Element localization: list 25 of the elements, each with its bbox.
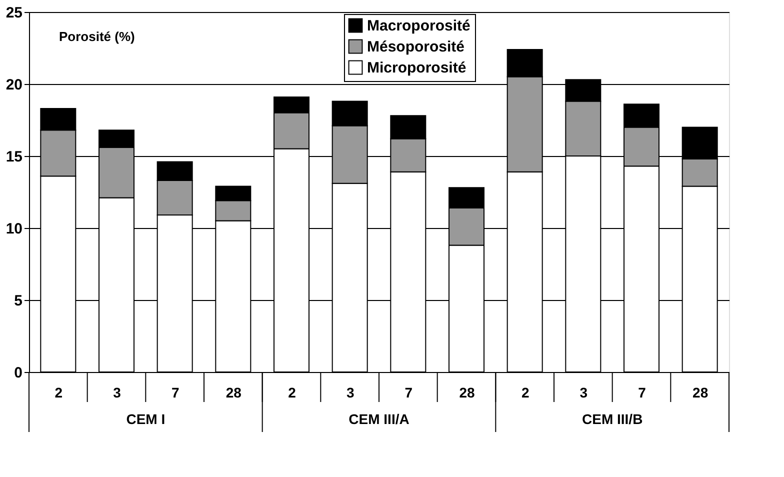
- x-tick-label: 7: [638, 384, 646, 400]
- legend-label: Macroporosité: [367, 18, 470, 34]
- legend-label: Microporosité: [367, 60, 466, 76]
- y-tick-label: 0: [14, 364, 22, 382]
- x-tick-label: 3: [580, 384, 588, 400]
- x-tick-label: 28: [459, 384, 475, 400]
- y-tick-label: 25: [6, 4, 22, 22]
- x-tick-label: 2: [288, 384, 296, 400]
- text: CEM I: [126, 411, 166, 427]
- y-tick-label: 15: [6, 148, 22, 166]
- x-tick-label: 28: [692, 384, 708, 400]
- text: CEM III/A: [348, 411, 410, 427]
- legend-label: Mésoporosité: [367, 38, 465, 56]
- x-tick-label: 2: [54, 384, 63, 400]
- x-tick-label: 3: [113, 384, 122, 400]
- y-tick-label: 5: [14, 292, 22, 310]
- y-axis-title: Porosité (%): [59, 29, 135, 44]
- y-tick-label: 10: [6, 220, 22, 238]
- text: CEM III/B: [582, 411, 643, 427]
- x-tick-label: 7: [404, 384, 413, 400]
- x-tick-label: 2: [521, 384, 530, 400]
- x-tick-label: 7: [171, 384, 180, 400]
- x-tick-label: 3: [346, 384, 354, 400]
- y-tick-label: 20: [6, 76, 22, 94]
- x-tick-label: 28: [226, 384, 242, 400]
